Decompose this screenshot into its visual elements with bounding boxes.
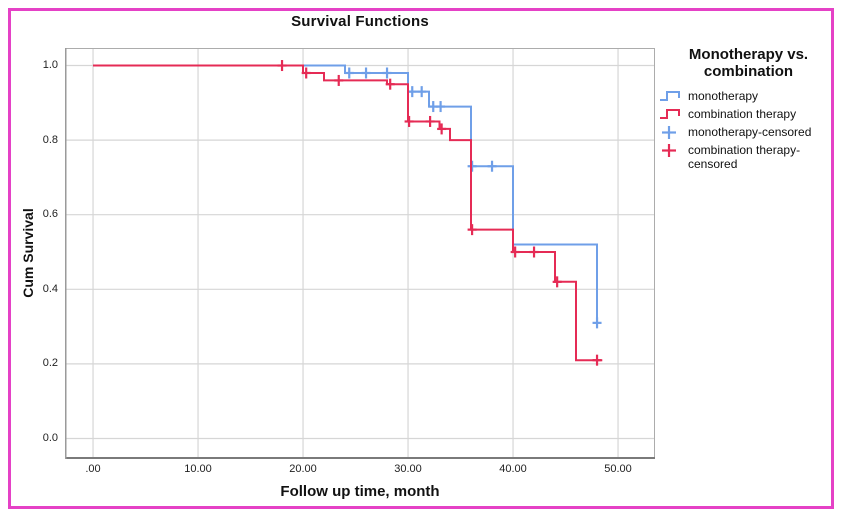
x-tick-label: 30.00 xyxy=(394,463,422,475)
legend-title: Monotherapy vs. combination xyxy=(659,46,838,80)
y-tick-label: 0.4 xyxy=(42,282,58,295)
y-tick-label: 0.6 xyxy=(42,208,58,221)
step-line-icon xyxy=(660,91,680,101)
y-tick-label: 1.0 xyxy=(42,59,58,72)
legend-item-label: combination therapy-censored xyxy=(688,143,801,171)
y-tick-label: 0.0 xyxy=(42,431,58,444)
legend-item-label: monotherapy-censored xyxy=(688,125,812,139)
survival-curve-combination-therapy xyxy=(93,64,603,362)
plot-area xyxy=(65,48,655,459)
survival-curve-monotherapy xyxy=(93,64,598,323)
legend-item: combination therapy xyxy=(659,107,838,122)
y-tick-label: 0.2 xyxy=(42,357,58,370)
legend-item: monotherapy xyxy=(659,89,838,104)
x-tick-label: 40.00 xyxy=(499,463,527,475)
legend-item-list: monotherapy combination therapy monotherap… xyxy=(659,89,838,171)
x-tick-label: .00 xyxy=(85,463,101,475)
legend-item: combination therapy-censored xyxy=(659,143,838,171)
plot-frame xyxy=(65,48,655,459)
legend: Monotherapy vs. combination monotherapy c… xyxy=(659,46,838,174)
legend-item-label: combination therapy xyxy=(688,107,797,121)
x-tick-label: 10.00 xyxy=(184,463,212,475)
chart-title: Survival Functions xyxy=(291,13,429,30)
plus-mark-icon xyxy=(662,144,676,157)
legend-title-line2: combination xyxy=(703,63,794,80)
legend-title-line1: Monotherapy vs. xyxy=(688,46,809,63)
legend-item: monotherapy-censored xyxy=(659,125,838,140)
y-tick-label: 0.8 xyxy=(42,133,58,146)
legend-item-label: monotherapy xyxy=(688,89,759,103)
x-tick-label: 50.00 xyxy=(604,463,632,475)
x-axis-title: Follow up time, month xyxy=(280,483,440,500)
step-line-icon xyxy=(660,109,680,119)
x-tick-label: 20.00 xyxy=(289,463,317,475)
plus-mark-icon xyxy=(662,126,676,139)
